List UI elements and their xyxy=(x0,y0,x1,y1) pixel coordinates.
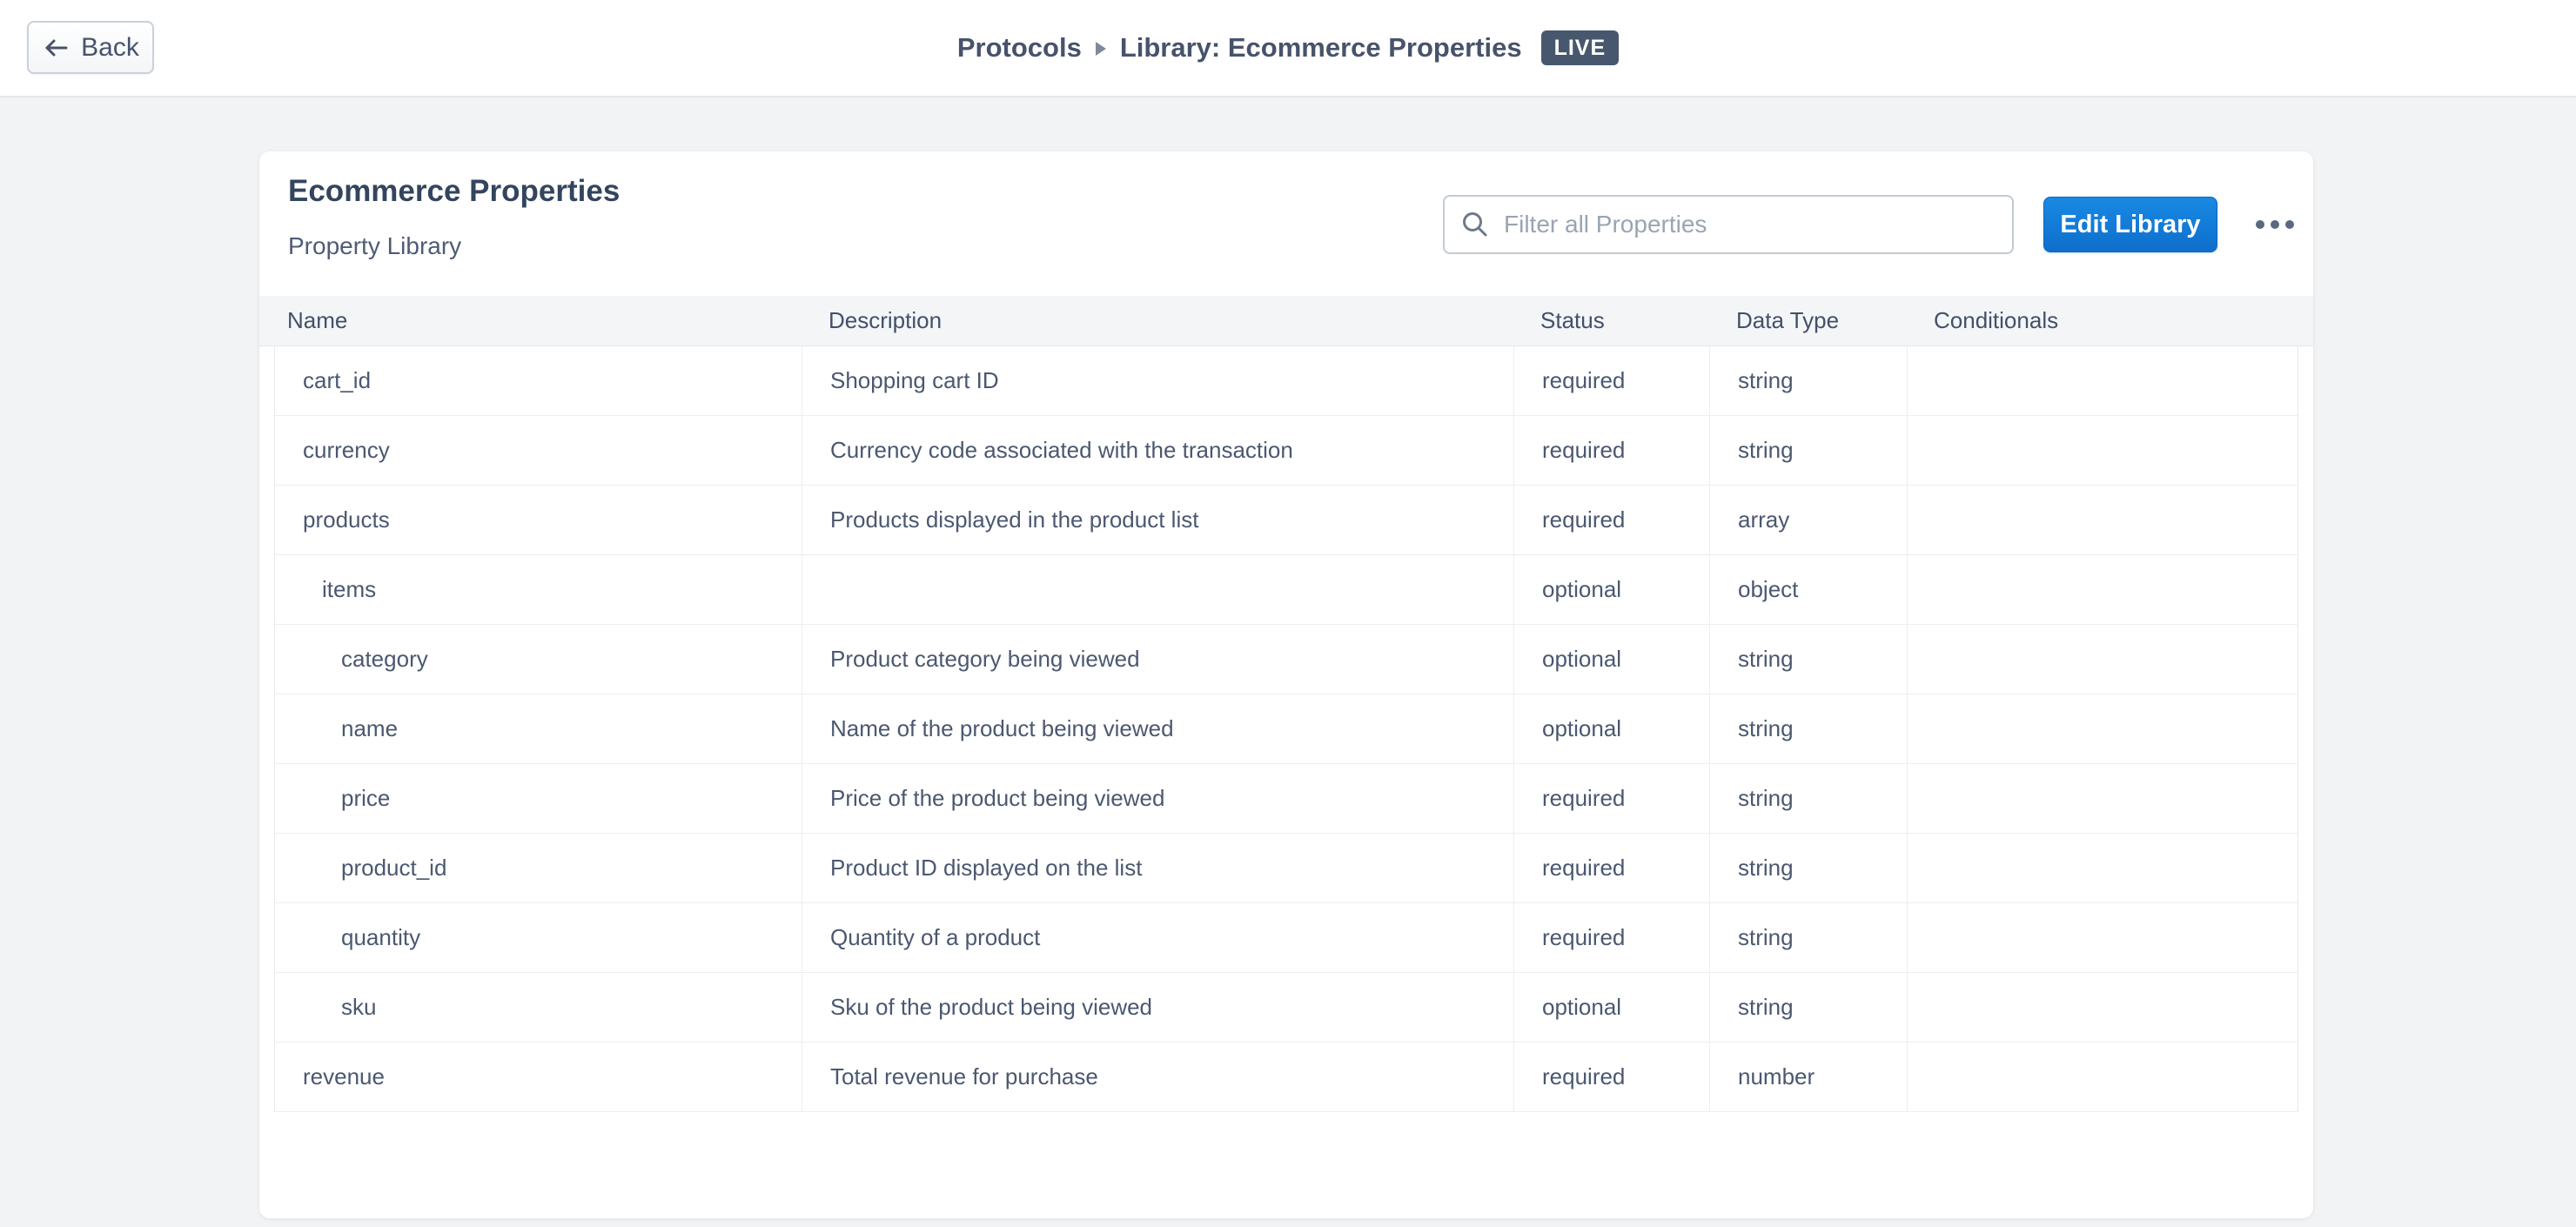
property-status: optional xyxy=(1513,973,1709,1042)
table-row[interactable]: items optional object xyxy=(275,555,2298,625)
property-description: Products displayed in the product list xyxy=(802,486,1513,554)
property-data-type: string xyxy=(1709,694,1907,763)
table-row[interactable]: quantity Quantity of a product required str… xyxy=(275,903,2298,973)
breadcrumb-caret-icon xyxy=(1095,42,1106,56)
property-conditionals xyxy=(1907,625,2298,694)
property-name: quantity xyxy=(341,924,421,950)
property-name: currency xyxy=(303,437,390,463)
library-card-header: Ecommerce Properties Property Library Ed… xyxy=(259,151,2313,296)
property-status: required xyxy=(1513,416,1709,485)
property-conditionals xyxy=(1907,903,2298,972)
table-row[interactable]: name Name of the product being viewed opti… xyxy=(275,694,2298,764)
table-row[interactable]: product_id Product ID displayed on the li… xyxy=(275,834,2298,903)
property-name: product_id xyxy=(341,855,447,881)
property-data-type: string xyxy=(1709,416,1907,485)
property-name: items xyxy=(322,576,377,602)
table-row[interactable]: revenue Total revenue for purchase require… xyxy=(275,1043,2298,1112)
property-data-type: string xyxy=(1709,346,1907,415)
property-status: required xyxy=(1513,903,1709,972)
property-description: Currency code associated with the transa… xyxy=(802,416,1513,485)
property-name: category xyxy=(341,646,428,672)
property-name: name xyxy=(341,715,399,741)
filter-input[interactable] xyxy=(1504,211,1996,238)
property-description: Price of the product being viewed xyxy=(802,764,1513,833)
property-status: optional xyxy=(1513,555,1709,624)
property-description: Quantity of a product xyxy=(802,903,1513,972)
property-data-type: object xyxy=(1709,555,1907,624)
property-description xyxy=(802,555,1513,624)
property-status: required xyxy=(1513,834,1709,902)
property-description: Total revenue for purchase xyxy=(802,1043,1513,1111)
table-row[interactable]: sku Sku of the product being viewed option… xyxy=(275,973,2298,1043)
page-subtitle: Property Library xyxy=(288,232,462,259)
filter-field[interactable] xyxy=(1443,195,2014,254)
property-data-type: number xyxy=(1709,1043,1907,1111)
breadcrumb-root[interactable]: Protocols xyxy=(956,32,1082,63)
property-data-type: string xyxy=(1709,764,1907,833)
back-button[interactable]: Back xyxy=(27,21,154,74)
property-name: cart_id xyxy=(303,367,372,393)
property-library-card: Ecommerce Properties Property Library Ed… xyxy=(259,151,2313,1218)
property-conditionals xyxy=(1907,694,2298,763)
ellipsis-icon xyxy=(2271,220,2279,229)
property-description: Product ID displayed on the list xyxy=(802,834,1513,902)
back-button-label: Back xyxy=(81,32,139,62)
property-description: Shopping cart ID xyxy=(802,346,1513,415)
property-description: Sku of the product being viewed xyxy=(802,973,1513,1042)
column-header-description: Description xyxy=(828,307,943,333)
column-header-conditionals: Conditionals xyxy=(1934,307,2059,333)
column-header-data-type: Data Type xyxy=(1736,307,1840,333)
table-row[interactable]: currency Currency code associated with th… xyxy=(275,416,2298,486)
property-status: required xyxy=(1513,486,1709,554)
property-conditionals xyxy=(1907,486,2298,554)
back-arrow-icon xyxy=(42,37,70,59)
property-name: price xyxy=(341,785,391,811)
property-conditionals xyxy=(1907,346,2298,415)
edit-library-button[interactable]: Edit Library xyxy=(2043,197,2217,252)
page-title: Ecommerce Properties xyxy=(288,174,621,208)
table-row[interactable]: products Products displayed in the produc… xyxy=(275,486,2298,555)
property-name: sku xyxy=(341,994,377,1020)
breadcrumb-current: Library: Ecommerce Properties xyxy=(1119,32,1522,63)
property-conditionals xyxy=(1907,764,2298,833)
property-name: products xyxy=(303,506,390,533)
property-data-type: array xyxy=(1709,486,1907,554)
properties-table-body: cart_id Shopping cart ID required string cur… xyxy=(274,346,2298,1112)
table-row[interactable]: cart_id Shopping cart ID required string xyxy=(275,346,2298,416)
more-options-button[interactable] xyxy=(2247,207,2303,242)
property-status: required xyxy=(1513,346,1709,415)
property-status: required xyxy=(1513,764,1709,833)
property-data-type: string xyxy=(1709,903,1907,972)
property-conditionals xyxy=(1907,1043,2298,1111)
ellipsis-icon xyxy=(2285,220,2294,229)
top-bar: Back Protocols Library: Ecommerce Proper… xyxy=(0,0,2576,97)
search-icon xyxy=(1460,210,1490,239)
breadcrumb: Protocols Library: Ecommerce Properties … xyxy=(956,30,1620,65)
column-header-name: Name xyxy=(287,307,348,333)
property-status: optional xyxy=(1513,694,1709,763)
property-conditionals xyxy=(1907,834,2298,902)
property-name: revenue xyxy=(303,1063,385,1090)
property-conditionals xyxy=(1907,973,2298,1042)
property-status: optional xyxy=(1513,625,1709,694)
property-description: Product category being viewed xyxy=(802,625,1513,694)
property-description: Name of the product being viewed xyxy=(802,694,1513,763)
property-status: required xyxy=(1513,1043,1709,1111)
property-conditionals xyxy=(1907,555,2298,624)
table-row[interactable]: price Price of the product being viewed re… xyxy=(275,764,2298,834)
table-row[interactable]: category Product category being viewed opt… xyxy=(275,625,2298,694)
ellipsis-icon xyxy=(2256,220,2264,229)
property-data-type: string xyxy=(1709,834,1907,902)
property-data-type: string xyxy=(1709,973,1907,1042)
edit-library-button-label: Edit Library xyxy=(2060,210,2201,238)
column-header-status: Status xyxy=(1540,307,1605,333)
property-data-type: string xyxy=(1709,625,1907,694)
property-conditionals xyxy=(1907,416,2298,485)
table-header-row: Name Description Status Data Type Condit… xyxy=(259,296,2313,346)
live-status-badge: LIVE xyxy=(1540,30,1620,65)
